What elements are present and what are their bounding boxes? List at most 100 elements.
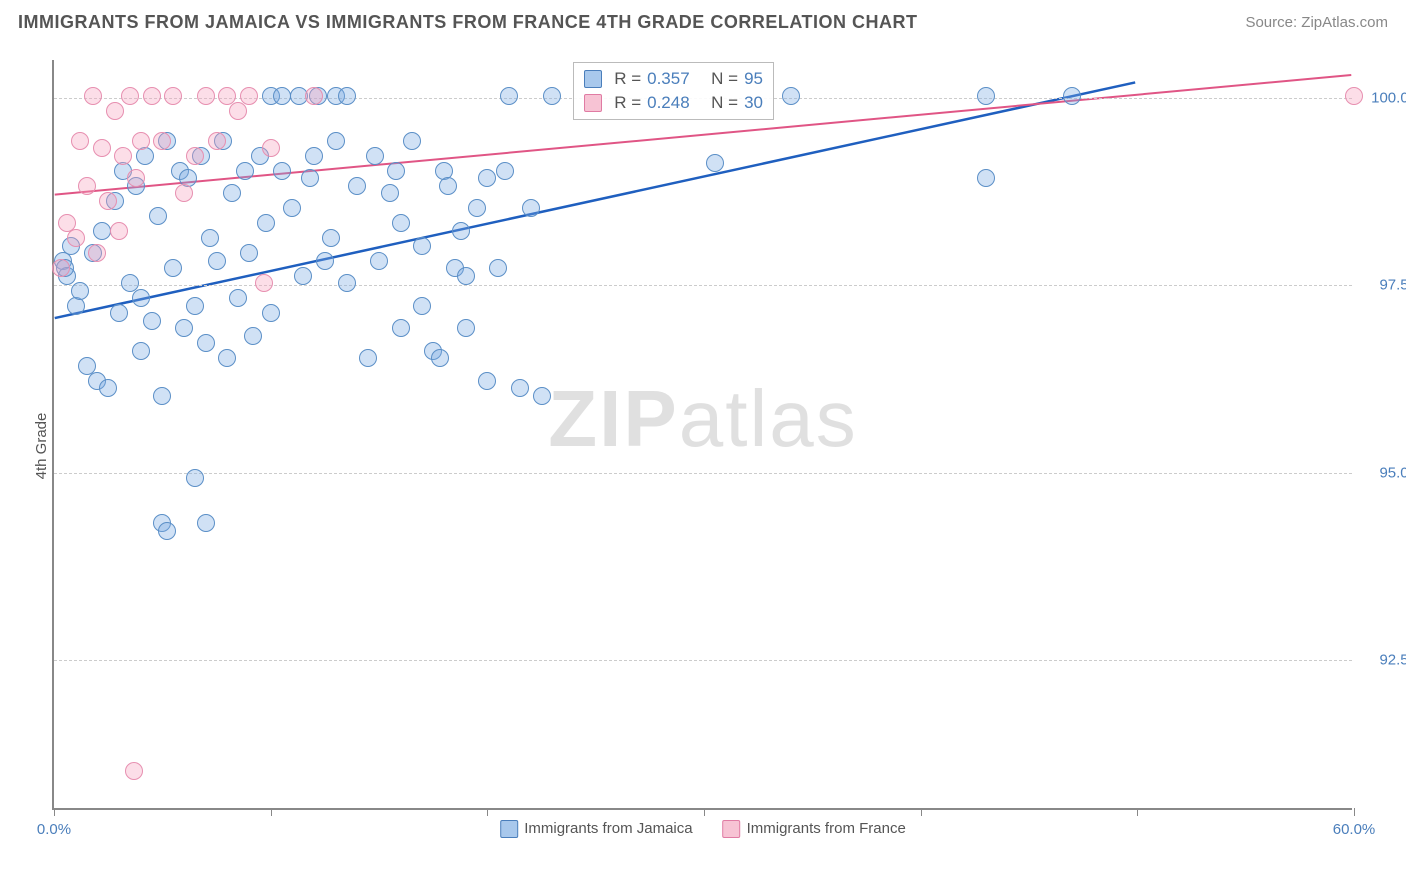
data-point: [543, 87, 561, 105]
data-point: [93, 222, 111, 240]
data-point: [489, 259, 507, 277]
legend-swatch: [584, 70, 602, 88]
data-point: [78, 177, 96, 195]
data-point: [229, 289, 247, 307]
data-point: [457, 319, 475, 337]
data-point: [132, 342, 150, 360]
data-point: [175, 319, 193, 337]
data-point: [93, 139, 111, 157]
data-point: [201, 229, 219, 247]
data-point: [294, 267, 312, 285]
data-point: [158, 522, 176, 540]
watermark-rest: atlas: [679, 374, 858, 463]
legend-item: Immigrants from France: [723, 820, 906, 838]
data-point: [478, 372, 496, 390]
data-point: [125, 762, 143, 780]
data-point: [706, 154, 724, 172]
data-point: [153, 132, 171, 150]
data-point: [403, 132, 421, 150]
x-tick: [487, 808, 488, 816]
data-point: [511, 379, 529, 397]
data-point: [110, 222, 128, 240]
legend-swatch: [500, 820, 518, 838]
data-point: [143, 87, 161, 105]
data-point: [977, 87, 995, 105]
data-point: [175, 184, 193, 202]
data-point: [478, 169, 496, 187]
data-point: [392, 319, 410, 337]
x-tick: [271, 808, 272, 816]
legend-label: Immigrants from France: [747, 820, 906, 837]
data-point: [452, 222, 470, 240]
data-point: [240, 87, 258, 105]
data-point: [143, 312, 161, 330]
data-point: [431, 349, 449, 367]
data-point: [164, 87, 182, 105]
data-point: [305, 87, 323, 105]
data-point: [84, 87, 102, 105]
data-point: [149, 207, 167, 225]
data-point: [381, 184, 399, 202]
data-point: [782, 87, 800, 105]
chart-title: IMMIGRANTS FROM JAMAICA VS IMMIGRANTS FR…: [18, 12, 917, 33]
data-point: [305, 147, 323, 165]
data-point: [223, 184, 241, 202]
r-value: 0.357: [647, 69, 690, 89]
data-point: [457, 267, 475, 285]
data-point: [338, 274, 356, 292]
data-point: [153, 387, 171, 405]
x-tick: [1354, 808, 1355, 816]
correlation-legend-row: R =0.248 N =30: [584, 91, 763, 115]
data-point: [262, 139, 280, 157]
x-tick: [921, 808, 922, 816]
legend-swatch: [723, 820, 741, 838]
y-tick-label: 97.5%: [1362, 277, 1406, 294]
data-point: [522, 199, 540, 217]
data-point: [413, 297, 431, 315]
data-point: [496, 162, 514, 180]
data-point: [500, 87, 518, 105]
data-point: [236, 162, 254, 180]
n-label: N =: [711, 69, 738, 89]
data-point: [121, 87, 139, 105]
legend-swatch: [584, 94, 602, 112]
data-point: [186, 147, 204, 165]
watermark-zip: ZIP: [548, 374, 678, 463]
data-point: [240, 244, 258, 262]
data-point: [132, 132, 150, 150]
data-point: [164, 259, 182, 277]
data-point: [71, 282, 89, 300]
data-point: [71, 132, 89, 150]
data-point: [114, 147, 132, 165]
data-point: [208, 132, 226, 150]
data-point: [322, 229, 340, 247]
x-tick-label: 0.0%: [37, 821, 71, 838]
data-point: [186, 469, 204, 487]
y-tick-label: 100.0%: [1362, 89, 1406, 106]
data-point: [301, 169, 319, 187]
data-point: [197, 334, 215, 352]
chart-plot-area: ZIPatlas 92.5%95.0%97.5%100.0%0.0%60.0%R…: [52, 60, 1352, 810]
x-tick-label: 60.0%: [1333, 821, 1376, 838]
data-point: [977, 169, 995, 187]
data-point: [283, 199, 301, 217]
data-point: [370, 252, 388, 270]
data-point: [208, 252, 226, 270]
gridline: [54, 473, 1352, 474]
data-point: [106, 102, 124, 120]
y-tick-label: 95.0%: [1362, 464, 1406, 481]
data-point: [197, 514, 215, 532]
data-point: [327, 132, 345, 150]
legend-label: Immigrants from Jamaica: [524, 820, 692, 837]
data-point: [1345, 87, 1363, 105]
data-point: [186, 297, 204, 315]
data-point: [468, 199, 486, 217]
watermark-text: ZIPatlas: [548, 373, 857, 465]
y-tick-label: 92.5%: [1362, 652, 1406, 669]
data-point: [359, 349, 377, 367]
data-point: [218, 349, 236, 367]
source-label: Source: ZipAtlas.com: [1245, 14, 1388, 31]
data-point: [197, 87, 215, 105]
data-point: [229, 102, 247, 120]
legend-item: Immigrants from Jamaica: [500, 820, 692, 838]
